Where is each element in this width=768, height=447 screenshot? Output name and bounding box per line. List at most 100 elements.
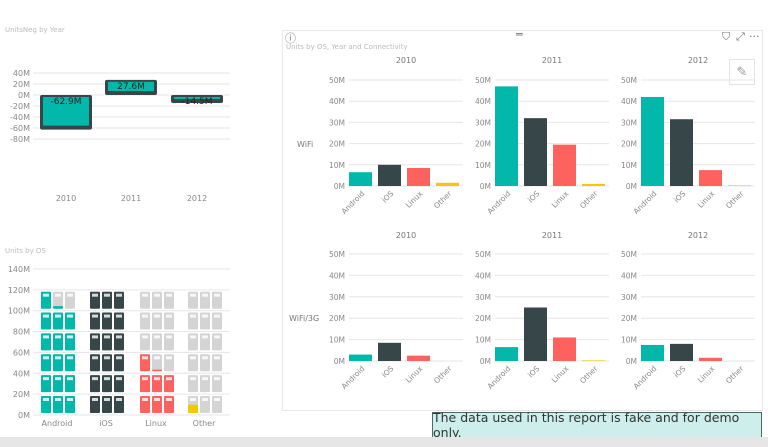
info-icon[interactable]: ⓘ xyxy=(285,32,296,45)
bottom-bar xyxy=(0,437,768,447)
bar xyxy=(524,118,547,186)
edit-button[interactable]: ✎ xyxy=(729,59,755,85)
phone-icon-screen xyxy=(166,398,172,401)
y-tick-label: 10M xyxy=(329,336,345,345)
expand-icon[interactable]: ⤢ xyxy=(736,30,745,43)
phone-icon-screen xyxy=(202,314,208,318)
phone-icon-screen xyxy=(55,293,61,297)
more-options-icon[interactable]: ··· xyxy=(749,30,760,43)
phone-icon-screen xyxy=(92,398,98,401)
y-tick-label: 50M xyxy=(621,76,637,85)
bar xyxy=(407,355,430,361)
phone-icon-filled xyxy=(152,369,162,372)
column-label: 2012 xyxy=(688,56,708,65)
tablet-bar-screen xyxy=(43,97,89,126)
phone-icon-screen xyxy=(202,398,208,401)
phone-icon-screen xyxy=(142,293,148,297)
x-tick-label: Android xyxy=(632,364,659,391)
y-tick-label: 40M xyxy=(329,97,345,106)
data-label: -62.9M xyxy=(50,97,81,107)
phone-icon-screen xyxy=(67,356,73,360)
phone-icon-screen xyxy=(142,377,148,381)
y-tick-label: 20M xyxy=(13,80,30,89)
y-tick-label: -20M xyxy=(10,102,30,111)
phone-icon-screen xyxy=(202,377,208,381)
y-tick-label: 140M xyxy=(8,265,30,274)
x-tick-label: iOS xyxy=(99,419,113,428)
chart-title: Units by OS, Year and Connectivity xyxy=(286,43,408,51)
phone-icon-screen xyxy=(116,314,122,318)
phone-icon-screen xyxy=(214,314,220,318)
bar xyxy=(582,183,605,186)
bar xyxy=(641,344,664,361)
bar xyxy=(553,337,576,361)
y-tick-label: -60M xyxy=(10,124,30,133)
column-label: 2012 xyxy=(688,231,708,240)
y-tick-label: 30M xyxy=(329,118,345,127)
y-tick-label: 0M xyxy=(626,182,637,191)
y-tick-label: 100M xyxy=(8,307,30,316)
x-tick-label: Linux xyxy=(696,189,717,210)
filter-icon[interactable]: ⛉ xyxy=(722,30,731,43)
phone-icon-screen xyxy=(92,356,98,360)
y-tick-label: 20M xyxy=(621,140,637,149)
phone-icon-screen xyxy=(55,314,61,318)
y-tick-label: 0M xyxy=(334,357,345,366)
phone-icon-screen xyxy=(104,377,110,381)
phone-icon-screen xyxy=(67,398,73,401)
tablet-bar-screen xyxy=(108,81,154,91)
x-tick-label: iOS xyxy=(672,364,688,380)
phone-icon-screen xyxy=(154,398,160,401)
phone-icon-screen xyxy=(104,335,110,339)
phone-icon-screen xyxy=(142,314,148,318)
column-label: 2010 xyxy=(396,56,416,65)
x-tick-label: iOS xyxy=(526,364,542,380)
phone-icon-screen xyxy=(43,377,49,381)
bar xyxy=(407,167,430,186)
phone-icon-screen xyxy=(104,314,110,318)
column-label: 2010 xyxy=(396,231,416,240)
chart-title: UnitsNeg by Year xyxy=(5,26,65,34)
y-tick-label: 40M xyxy=(13,369,30,378)
phone-icon-screen xyxy=(92,293,98,297)
phone-icon-screen xyxy=(166,293,172,297)
bar xyxy=(436,182,459,186)
phone-icon-screen xyxy=(202,335,208,339)
x-tick-label: Other xyxy=(432,363,454,385)
phone-icon-screen xyxy=(154,356,160,360)
y-tick-label: 10M xyxy=(329,161,345,170)
phone-icon-screen xyxy=(190,398,196,401)
phone-icon-screen xyxy=(116,398,122,401)
bar xyxy=(378,342,401,361)
phone-icon-screen xyxy=(55,356,61,360)
y-tick-label: 0M xyxy=(18,91,30,100)
phone-icon-screen xyxy=(166,335,172,339)
chart-title: Units by OS xyxy=(5,247,46,255)
bar xyxy=(524,307,547,361)
x-tick-label: Android xyxy=(340,364,367,391)
x-tick-label: Linux xyxy=(145,419,167,428)
phone-icon-screen xyxy=(166,377,172,381)
column-label: 2011 xyxy=(542,231,562,240)
bar xyxy=(495,86,518,186)
y-tick-label: 0M xyxy=(626,357,637,366)
phone-icon-screen xyxy=(116,377,122,381)
bar xyxy=(641,96,664,186)
data-label: -14.5M xyxy=(181,97,212,107)
y-tick-label: 50M xyxy=(475,250,491,259)
small-multiples-panel xyxy=(282,30,763,411)
phone-icon-screen xyxy=(92,377,98,381)
bar xyxy=(699,357,722,361)
x-tick-label: Other xyxy=(193,419,216,428)
phone-icon-screen xyxy=(43,293,49,297)
phone-icon-screen xyxy=(190,356,196,360)
y-tick-label: 20M xyxy=(475,140,491,149)
phone-icon-screen xyxy=(92,314,98,318)
y-tick-label: 0M xyxy=(480,357,491,366)
y-tick-label: 10M xyxy=(475,161,491,170)
bar xyxy=(670,119,693,186)
phone-icon-screen xyxy=(116,356,122,360)
x-tick-label: Android xyxy=(486,189,513,216)
x-tick-label: iOS xyxy=(380,189,396,205)
drag-handle-icon[interactable]: ═ xyxy=(516,28,523,41)
